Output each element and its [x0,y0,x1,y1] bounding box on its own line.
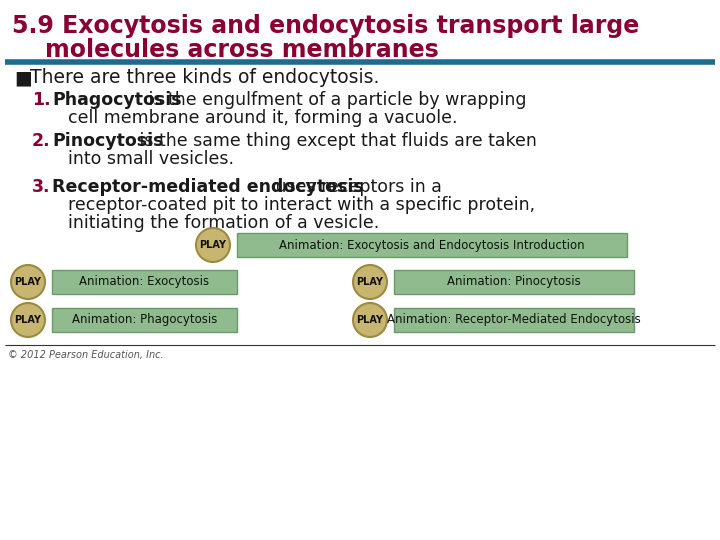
Text: Animation: Exocytosis and Endocytosis Introduction: Animation: Exocytosis and Endocytosis In… [279,239,585,252]
Circle shape [11,265,45,299]
FancyBboxPatch shape [394,270,634,294]
FancyBboxPatch shape [237,233,627,257]
FancyBboxPatch shape [52,270,237,294]
Text: Animation: Phagocytosis: Animation: Phagocytosis [72,314,217,327]
Circle shape [11,303,45,337]
Text: Receptor-mediated endocytosis: Receptor-mediated endocytosis [52,178,364,196]
FancyBboxPatch shape [52,308,237,332]
Text: PLAY: PLAY [356,315,384,325]
Text: PLAY: PLAY [199,240,227,250]
Text: is the same thing except that fluids are taken: is the same thing except that fluids are… [134,132,537,150]
Circle shape [196,228,230,262]
Text: ■: ■ [14,68,32,87]
Text: into small vesicles.: into small vesicles. [68,150,234,168]
Text: Animation: Exocytosis: Animation: Exocytosis [79,275,210,288]
Text: 5.9 Exocytosis and endocytosis transport large: 5.9 Exocytosis and endocytosis transport… [12,14,639,38]
Text: 2.: 2. [32,132,50,150]
Text: initiating the formation of a vesicle.: initiating the formation of a vesicle. [68,214,379,232]
Text: is the engulfment of a particle by wrapping: is the engulfment of a particle by wrapp… [143,91,526,109]
Text: PLAY: PLAY [356,277,384,287]
Text: Animation: Receptor-Mediated Endocytosis: Animation: Receptor-Mediated Endocytosis [387,314,641,327]
Text: 3.: 3. [32,178,50,196]
FancyBboxPatch shape [394,308,634,332]
Text: molecules across membranes: molecules across membranes [12,38,438,62]
Circle shape [353,265,387,299]
Text: Animation: Pinocytosis: Animation: Pinocytosis [447,275,581,288]
Text: uses receptors in a: uses receptors in a [270,178,442,196]
Text: Phagocytosis: Phagocytosis [52,91,181,109]
Text: PLAY: PLAY [14,315,42,325]
Text: There are three kinds of endocytosis.: There are three kinds of endocytosis. [30,68,379,87]
Text: 1.: 1. [32,91,50,109]
Text: Pinocytosis: Pinocytosis [52,132,163,150]
Text: receptor-coated pit to interact with a specific protein,: receptor-coated pit to interact with a s… [68,196,535,214]
Text: PLAY: PLAY [14,277,42,287]
Text: © 2012 Pearson Education, Inc.: © 2012 Pearson Education, Inc. [8,350,163,360]
Circle shape [353,303,387,337]
Text: cell membrane around it, forming a vacuole.: cell membrane around it, forming a vacuo… [68,109,457,127]
